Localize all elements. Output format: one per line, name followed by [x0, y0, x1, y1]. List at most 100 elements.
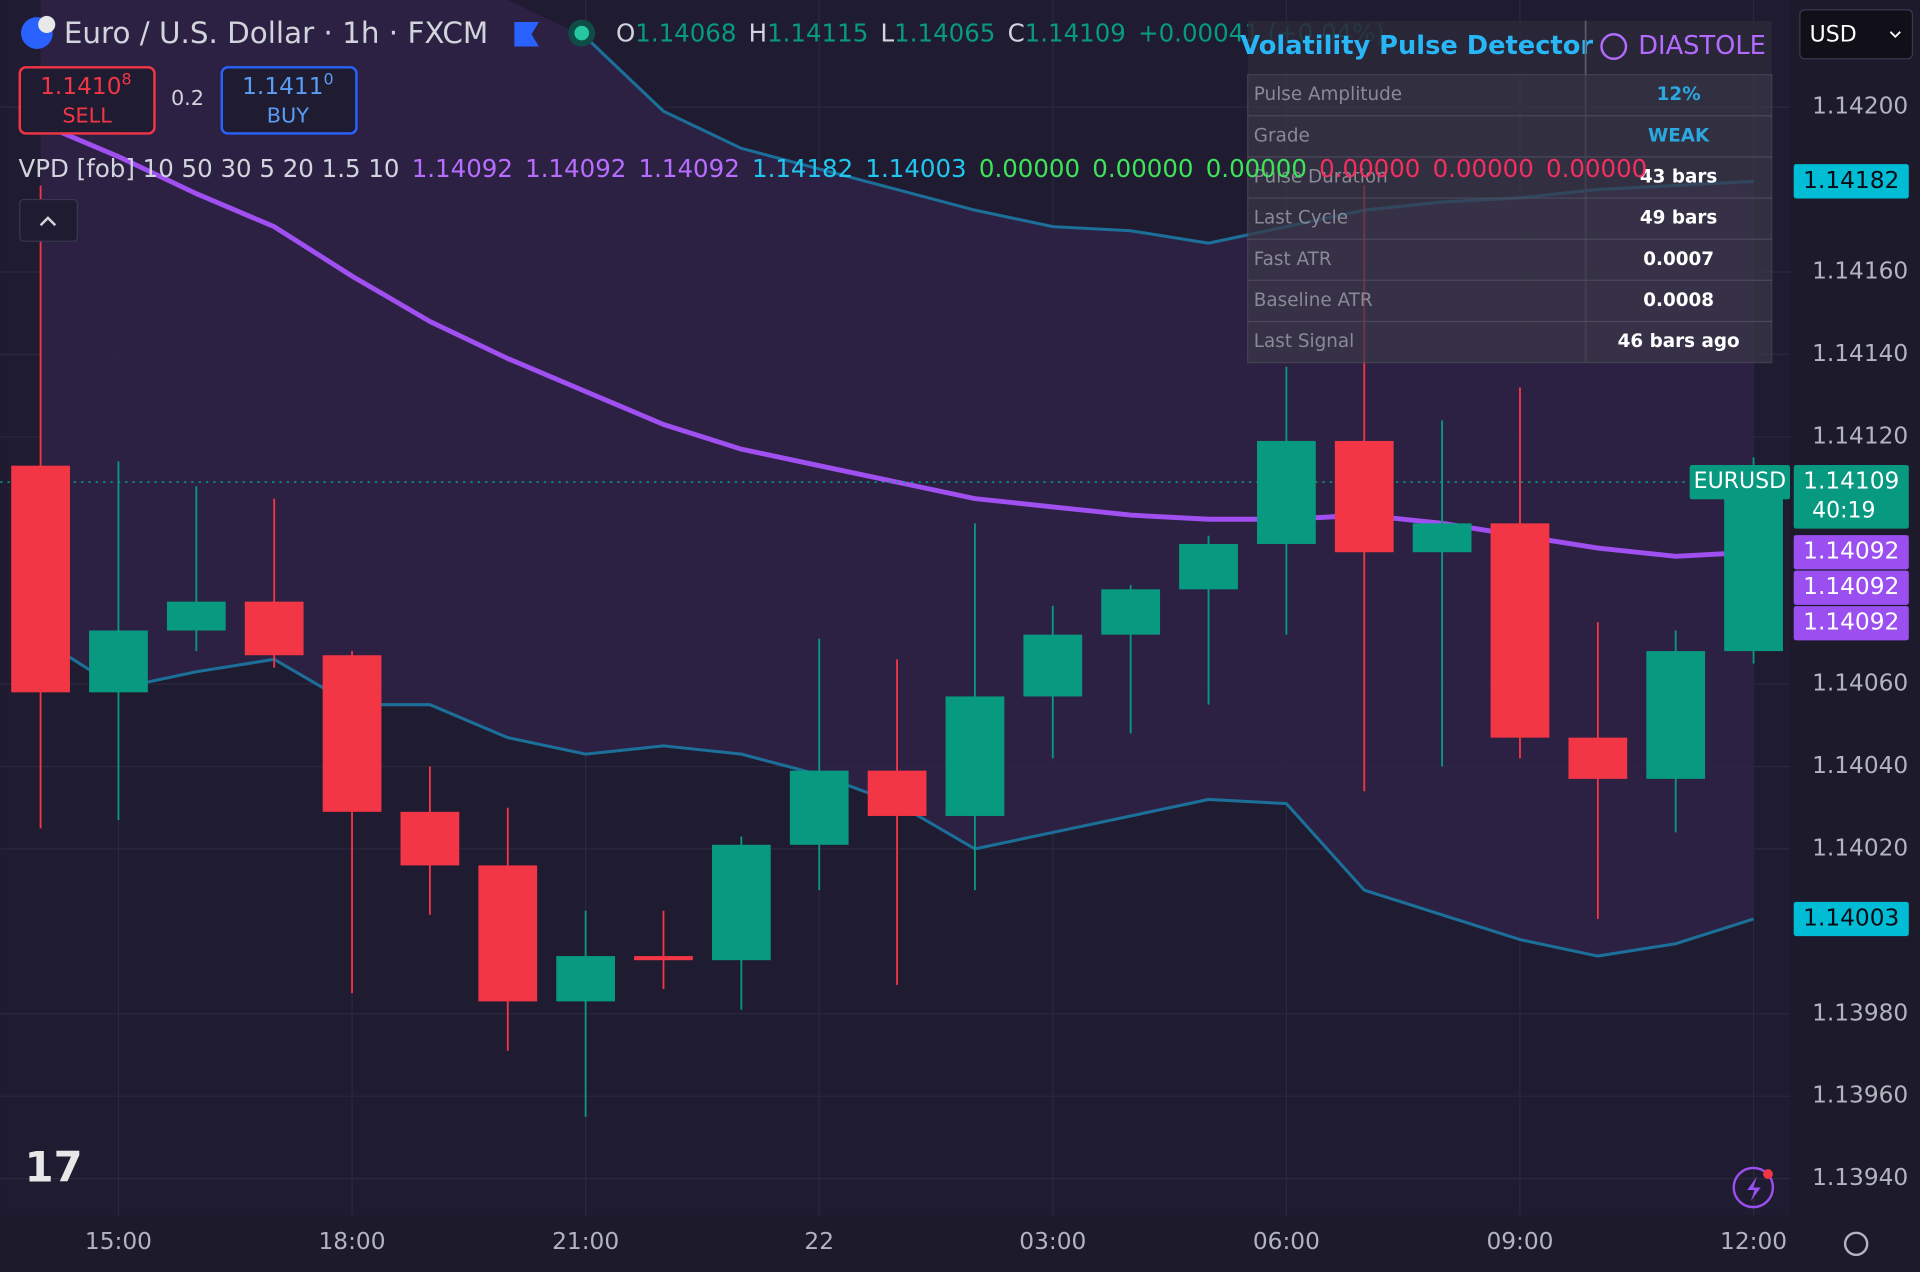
candle-body — [244, 601, 304, 656]
alert-icon[interactable] — [1732, 1166, 1775, 1209]
candle-body — [400, 811, 460, 866]
buy-price: 1.14110 — [242, 69, 333, 99]
axes: 1.14200 1.14160 1.14140 1.14120 1.14060 1.140… — [85, 93, 1909, 1255]
table-label: Fast ATR — [1254, 249, 1332, 270]
sell-button[interactable] — [18, 66, 156, 135]
ohlc-value: 1.14068 — [635, 18, 736, 47]
table-label: Pulse Duration — [1254, 167, 1388, 188]
x-axis-background — [0, 1215, 1791, 1272]
table-row-bg — [1247, 156, 1773, 199]
indicator-value: 0.00000 — [1546, 154, 1647, 183]
ohlc-key: O — [616, 18, 635, 47]
ohlc-value: 1.14115 — [767, 18, 868, 47]
x-tick-label: 21:00 — [552, 1228, 619, 1255]
candle-body — [322, 655, 382, 812]
indicator-name: VPD [fob] 10 50 30 5 20 1.5 10 — [19, 154, 400, 183]
table-row-bg — [1247, 197, 1773, 240]
candle-body — [1257, 440, 1316, 544]
table-label: Last Signal — [1254, 331, 1354, 352]
y-tick-label: 1.14200 — [1812, 93, 1908, 120]
indicator-value: 1.14003 — [865, 154, 966, 183]
indicator-value: 1.14092 — [525, 154, 626, 183]
candle-body — [1101, 589, 1161, 635]
price-label-bg — [1793, 570, 1909, 605]
x-tick-label: 09:00 — [1486, 1228, 1553, 1255]
indicator-value: 1.14182 — [752, 154, 853, 183]
table-value: 46 bars ago — [1618, 331, 1740, 352]
price-label: 1.14092 — [1803, 609, 1899, 636]
ohlc-value: 1.14065 — [894, 18, 995, 47]
currency-button[interactable] — [1799, 9, 1914, 60]
y-tick-label: 1.14160 — [1812, 257, 1908, 284]
state-icon — [1600, 33, 1628, 60]
buy-button[interactable] — [220, 66, 358, 135]
table-title: Volatility Pulse Detector — [1240, 31, 1593, 61]
y-tick-label: 1.13960 — [1812, 1082, 1908, 1109]
price-label: 1.14003 — [1803, 904, 1899, 931]
candle-body — [1023, 634, 1083, 697]
y-tick-label: 1.13940 — [1812, 1164, 1908, 1191]
spread: 0.2 — [171, 86, 204, 110]
sell-price: 1.1410 — [40, 72, 121, 99]
price-label: 1.14109 — [1803, 468, 1899, 495]
candle-body — [1412, 523, 1472, 553]
table-label: Pulse Amplitude — [1254, 84, 1402, 105]
currency: USD — [1810, 23, 1857, 48]
y-tick-label: 1.13980 — [1812, 999, 1908, 1026]
candles — [0, 185, 1791, 1117]
tv-logo: 17 — [25, 1142, 83, 1191]
chevron-icon — [39, 216, 57, 227]
indicator-value: 0.00000 — [1206, 154, 1307, 183]
indicator-legend: VPD [fob] 10 50 30 5 20 1.5 10 1.14092 1.1… — [19, 154, 1648, 183]
table-value: 0.0007 — [1643, 249, 1714, 270]
candle-body — [634, 956, 693, 961]
y-tick-label: 1.14060 — [1812, 670, 1908, 697]
table-value: 49 bars — [1640, 208, 1718, 229]
y-tick-label: 1.14020 — [1812, 834, 1908, 861]
y-tick-label: 1.14120 — [1812, 422, 1908, 449]
table-state: DIASTOLE — [1638, 31, 1766, 61]
candle-body — [1334, 440, 1394, 553]
info-table: Volatility Pulse Detector DIASTOLE Pulse A… — [1240, 20, 1773, 364]
dropdown-icon — [1889, 31, 1901, 39]
candle-body — [89, 630, 148, 693]
sell-price: 1.14108 — [40, 69, 131, 99]
alert-icon — [1747, 1176, 1761, 1201]
price-label-bg — [1793, 901, 1909, 937]
settings-icon[interactable] — [1843, 1231, 1869, 1257]
candle-body — [945, 696, 1005, 816]
price-label-bg — [1793, 465, 1909, 529]
table-header-bg — [1247, 20, 1772, 75]
x-tick-label: 12:00 — [1720, 1228, 1787, 1255]
buy-pip: 0 — [324, 69, 334, 88]
collapse-button[interactable] — [19, 198, 78, 242]
x-tick-label: 18:00 — [319, 1228, 386, 1255]
y-tick-label: 1.14040 — [1812, 752, 1908, 779]
y-tick-label: 1.14140 — [1812, 340, 1908, 367]
buy-label: BUY — [267, 103, 309, 127]
flag-icon — [514, 22, 539, 47]
table-value: 0.0008 — [1643, 290, 1714, 311]
candle-body — [867, 770, 927, 816]
countdown: 40:19 — [1812, 499, 1875, 524]
indicator-value: 1.14092 — [639, 154, 740, 183]
symbol-tag: EURUSD — [1694, 469, 1786, 494]
table-label: Grade — [1254, 125, 1310, 146]
candle-body — [166, 601, 226, 631]
table-value: 43 bars — [1640, 167, 1718, 188]
indicator-value: 0.00000 — [1319, 154, 1420, 183]
symbol-title: Euro / U.S. Dollar · 1h · FXCM — [64, 16, 488, 50]
price-label-bg — [1793, 164, 1909, 199]
candle-body — [1490, 523, 1550, 738]
price-label: 1.14092 — [1803, 538, 1899, 565]
indicator-value: 0.00000 — [1433, 154, 1534, 183]
alert-dot — [1763, 1169, 1773, 1179]
table-row-bg — [1247, 320, 1773, 364]
sell-pip: 8 — [121, 69, 131, 88]
status-dot — [574, 25, 590, 41]
x-tick-label: 03:00 — [1019, 1228, 1086, 1255]
x-tick-label: 15:00 — [85, 1228, 152, 1255]
table-label: Baseline ATR — [1254, 290, 1373, 311]
buy-price: 1.1411 — [242, 72, 323, 99]
